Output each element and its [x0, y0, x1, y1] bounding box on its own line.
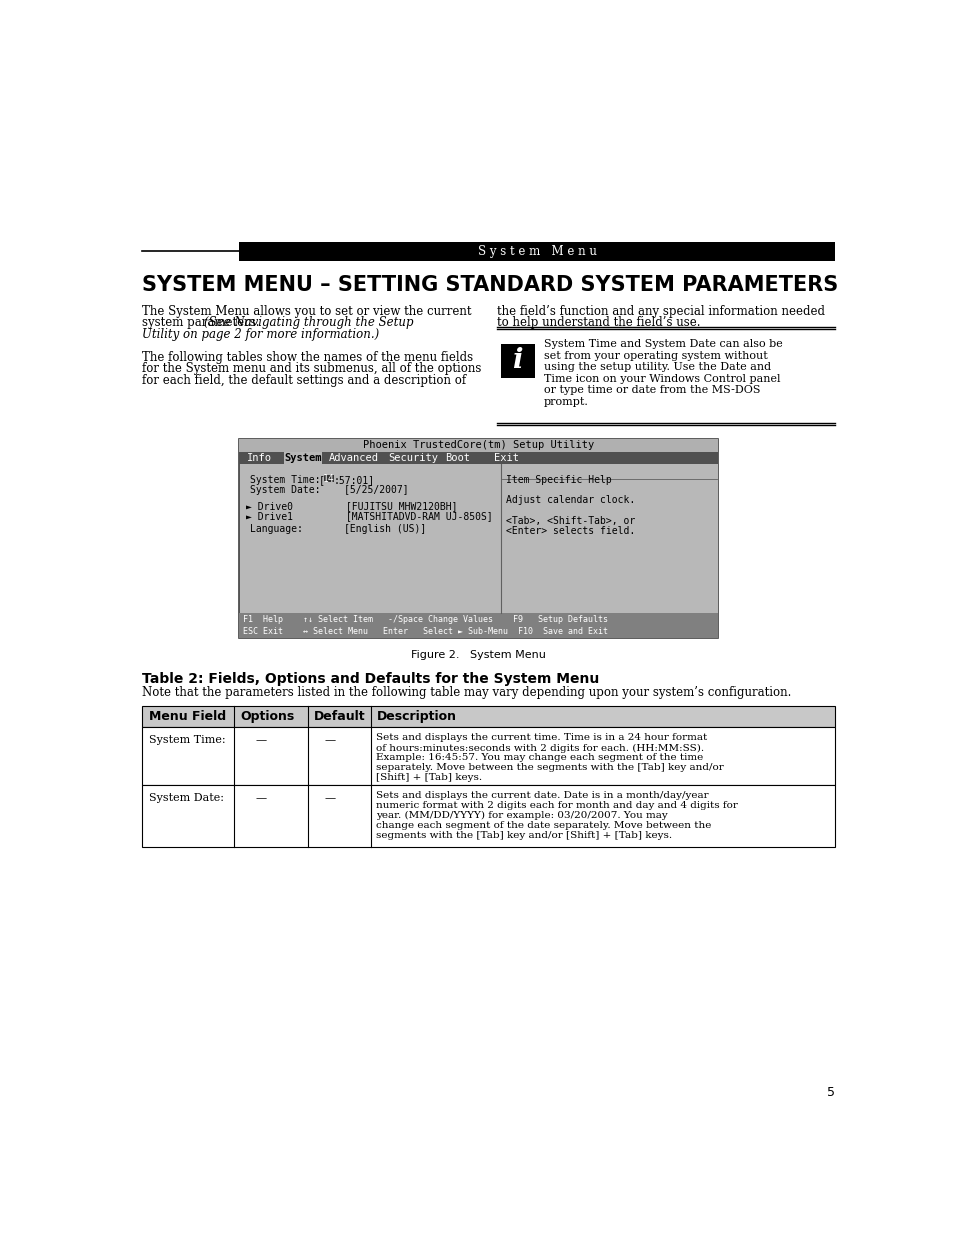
Text: Phoenix TrustedCore(tm) Setup Utility: Phoenix TrustedCore(tm) Setup Utility	[363, 441, 594, 451]
Text: 5: 5	[826, 1086, 835, 1099]
Text: System Date:: System Date:	[149, 793, 223, 803]
Bar	[239, 452, 718, 464]
Text: set from your operating system without: set from your operating system without	[543, 351, 767, 361]
Text: F1  Help    ↑↓ Select Item   -/Space Change Values    F9   Setup Defaults: F1 Help ↑↓ Select Item -/Space Change Va…	[243, 615, 608, 624]
Text: Info: Info	[247, 453, 272, 463]
Text: :57:01]: :57:01]	[334, 474, 375, 484]
Bar	[239, 242, 835, 261]
Text: 14: 14	[323, 473, 335, 484]
Text: using the setup utility. Use the Date and: using the setup utility. Use the Date an…	[543, 362, 770, 372]
Bar	[283, 452, 322, 464]
Bar	[501, 464, 717, 614]
Text: Security: Security	[388, 453, 437, 463]
Text: [: [	[318, 474, 324, 484]
Text: The following tables show the names of the menu fields: The following tables show the names of t…	[142, 351, 473, 364]
Text: Time icon on your Windows Control panel: Time icon on your Windows Control panel	[543, 374, 780, 384]
Text: for the System menu and its submenus, all of the options: for the System menu and its submenus, al…	[142, 362, 481, 375]
Text: The System Menu allows you to set or view the current: The System Menu allows you to set or vie…	[142, 305, 472, 317]
Text: ► Drive0         [FUJITSU MHW2120BH]: ► Drive0 [FUJITSU MHW2120BH]	[245, 501, 456, 511]
Text: Table 2: Fields, Options and Defaults for the System Menu: Table 2: Fields, Options and Defaults fo…	[142, 672, 599, 685]
Bar	[239, 440, 718, 638]
Bar	[239, 614, 718, 626]
Text: <Tab>, <Shift-Tab>, or: <Tab>, <Shift-Tab>, or	[505, 516, 635, 526]
Text: Exit: Exit	[493, 453, 518, 463]
Text: —: —	[255, 735, 267, 745]
Text: change each segment of the date separately. Move between the: change each segment of the date separate…	[375, 821, 710, 830]
Text: [Shift] + [Tab] keys.: [Shift] + [Tab] keys.	[375, 773, 481, 783]
Text: prompt.: prompt.	[543, 396, 588, 406]
Text: separately. Move between the segments with the [Tab] key and/or: separately. Move between the segments wi…	[375, 763, 722, 772]
Text: Figure 2.   System Menu: Figure 2. System Menu	[411, 651, 546, 661]
Text: Utility on page 2 for more information.): Utility on page 2 for more information.)	[142, 327, 379, 341]
Bar	[142, 727, 835, 785]
Text: for each field, the default settings and a description of: for each field, the default settings and…	[142, 374, 466, 387]
Text: ► Drive1         [MATSHITADVD-RAM UJ-850S]: ► Drive1 [MATSHITADVD-RAM UJ-850S]	[245, 511, 492, 521]
Text: S y s t e m   M e n u: S y s t e m M e n u	[477, 245, 597, 258]
Text: System Time:: System Time:	[149, 735, 225, 745]
Bar	[323, 474, 334, 483]
Bar	[500, 343, 534, 378]
Text: —: —	[324, 735, 335, 745]
Text: —: —	[324, 793, 335, 803]
Text: i: i	[512, 347, 522, 374]
Text: Description: Description	[377, 710, 456, 722]
Text: Language:       [English (US)]: Language: [English (US)]	[250, 524, 426, 534]
Text: Item Specific Help: Item Specific Help	[505, 474, 611, 484]
Text: Advanced: Advanced	[328, 453, 378, 463]
Text: System Time and System Date can also be: System Time and System Date can also be	[543, 340, 781, 350]
Text: Adjust calendar clock.: Adjust calendar clock.	[505, 495, 635, 505]
Text: Boot: Boot	[445, 453, 470, 463]
Text: of hours:minutes:seconds with 2 digits for each. (HH:MM:SS).: of hours:minutes:seconds with 2 digits f…	[375, 743, 703, 752]
Bar	[239, 440, 718, 452]
Text: Menu Field: Menu Field	[149, 710, 226, 722]
Text: the field’s function and any special information needed: the field’s function and any special inf…	[497, 305, 823, 317]
Text: Example: 16:45:57. You may change each segment of the time: Example: 16:45:57. You may change each s…	[375, 753, 702, 762]
Text: or type time or date from the MS-DOS: or type time or date from the MS-DOS	[543, 385, 760, 395]
Text: System: System	[284, 453, 321, 463]
Text: System Date:    [5/25/2007]: System Date: [5/25/2007]	[250, 485, 409, 495]
Text: system parameters.: system parameters.	[142, 316, 263, 329]
Text: ESC Exit    ↔ Select Menu   Enter   Select ► Sub-Menu  F10  Save and Exit: ESC Exit ↔ Select Menu Enter Select ► Su…	[243, 627, 608, 636]
Bar	[142, 785, 835, 846]
Text: numeric format with 2 digits each for month and day and 4 digits for: numeric format with 2 digits each for mo…	[375, 802, 737, 810]
Text: Default: Default	[314, 710, 365, 722]
Text: SYSTEM MENU – SETTING STANDARD SYSTEM PARAMETERS: SYSTEM MENU – SETTING STANDARD SYSTEM PA…	[142, 275, 838, 295]
Text: Sets and displays the current time. Time is in a 24 hour format: Sets and displays the current time. Time…	[375, 734, 706, 742]
Text: to help understand the field’s use.: to help understand the field’s use.	[497, 316, 700, 329]
Bar	[239, 626, 718, 638]
Text: Sets and displays the current date. Date is in a month/day/year: Sets and displays the current date. Date…	[375, 792, 708, 800]
Text: year. (MM/DD/YYYY) for example: 03/20/2007. You may: year. (MM/DD/YYYY) for example: 03/20/20…	[375, 811, 667, 820]
Text: System Time:: System Time:	[250, 474, 320, 484]
Bar	[240, 464, 500, 614]
Text: Options: Options	[240, 710, 294, 722]
Bar	[142, 705, 835, 727]
Text: segments with the [Tab] key and/or [Shift] + [Tab] keys.: segments with the [Tab] key and/or [Shif…	[375, 831, 671, 840]
Text: <Enter> selects field.: <Enter> selects field.	[505, 526, 635, 536]
Text: —: —	[255, 793, 267, 803]
Text: Note that the parameters listed in the following table may vary depending upon y: Note that the parameters listed in the f…	[142, 685, 791, 699]
Text: (See Navigating through the Setup: (See Navigating through the Setup	[204, 316, 414, 329]
